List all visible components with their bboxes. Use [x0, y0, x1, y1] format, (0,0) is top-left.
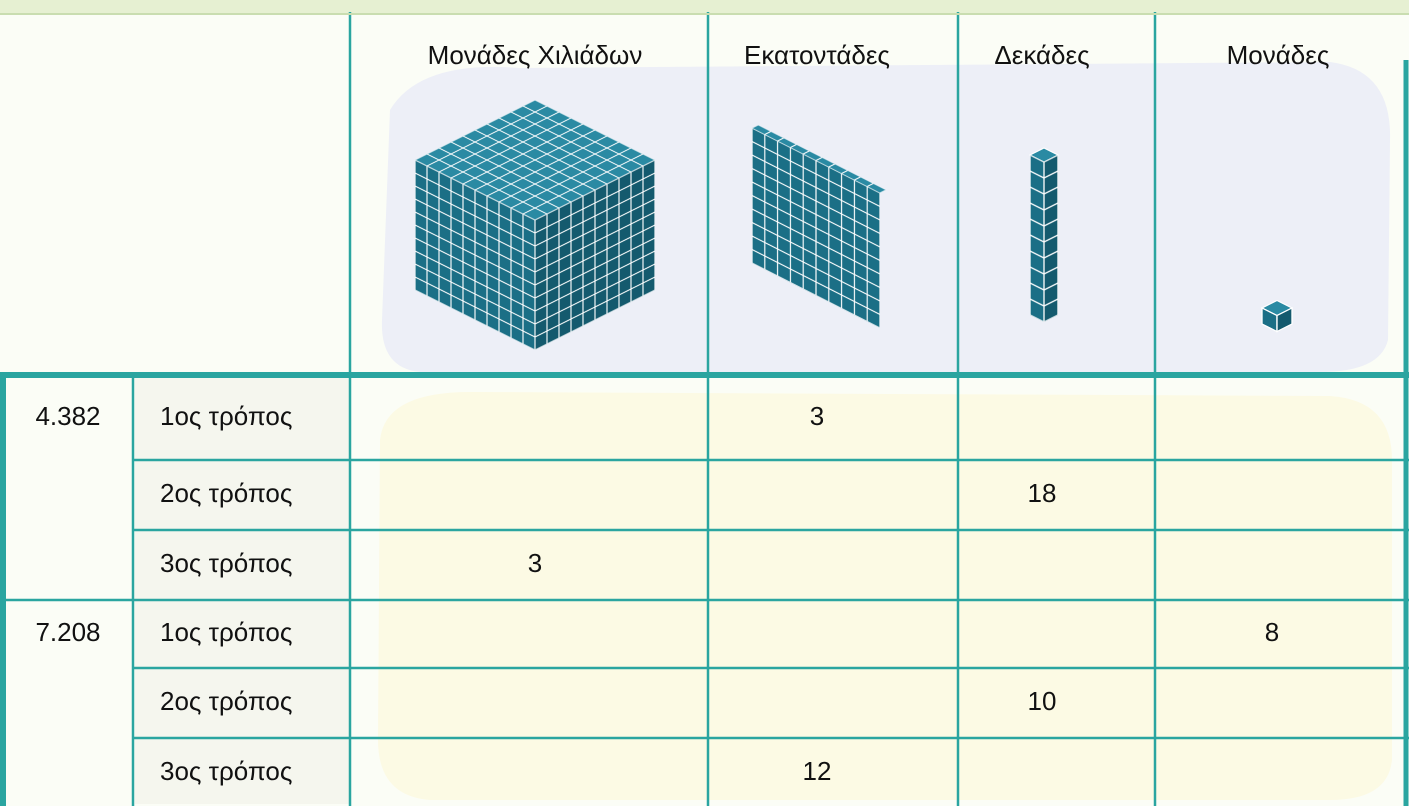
- cell-value: 3: [528, 548, 542, 578]
- way-label: 3ος τρόπος: [160, 756, 292, 786]
- way-label: 3ος τρόπος: [160, 548, 292, 578]
- column-header: Δεκάδες: [994, 40, 1089, 70]
- way-label: 2ος τρόπος: [160, 686, 292, 716]
- cell-value: 10: [1028, 686, 1057, 716]
- cell-value: 8: [1265, 617, 1279, 647]
- ten-rod: [1030, 148, 1058, 322]
- way-label: 2ος τρόπος: [160, 478, 292, 508]
- way-column-backdrop: [135, 378, 349, 804]
- unit-cube: [1262, 301, 1292, 332]
- number-label: 4.382: [35, 401, 100, 431]
- place-value-table: Μονάδες Χιλιάδων Εκατοντάδες Δεκάδες Μονάδε…: [0, 0, 1409, 806]
- cell-value: 3: [810, 401, 824, 431]
- way-label: 1ος τρόπος: [160, 401, 292, 431]
- cell-value: 12: [803, 756, 832, 786]
- top-strip: [0, 0, 1409, 14]
- number-label: 7.208: [35, 617, 100, 647]
- way-label: 1ος τρόπος: [160, 617, 292, 647]
- column-header: Εκατοντάδες: [744, 40, 890, 70]
- cell-value: 18: [1028, 478, 1057, 508]
- column-header: Μονάδες: [1227, 40, 1330, 70]
- column-header: Μονάδες Χιλιάδων: [428, 40, 643, 70]
